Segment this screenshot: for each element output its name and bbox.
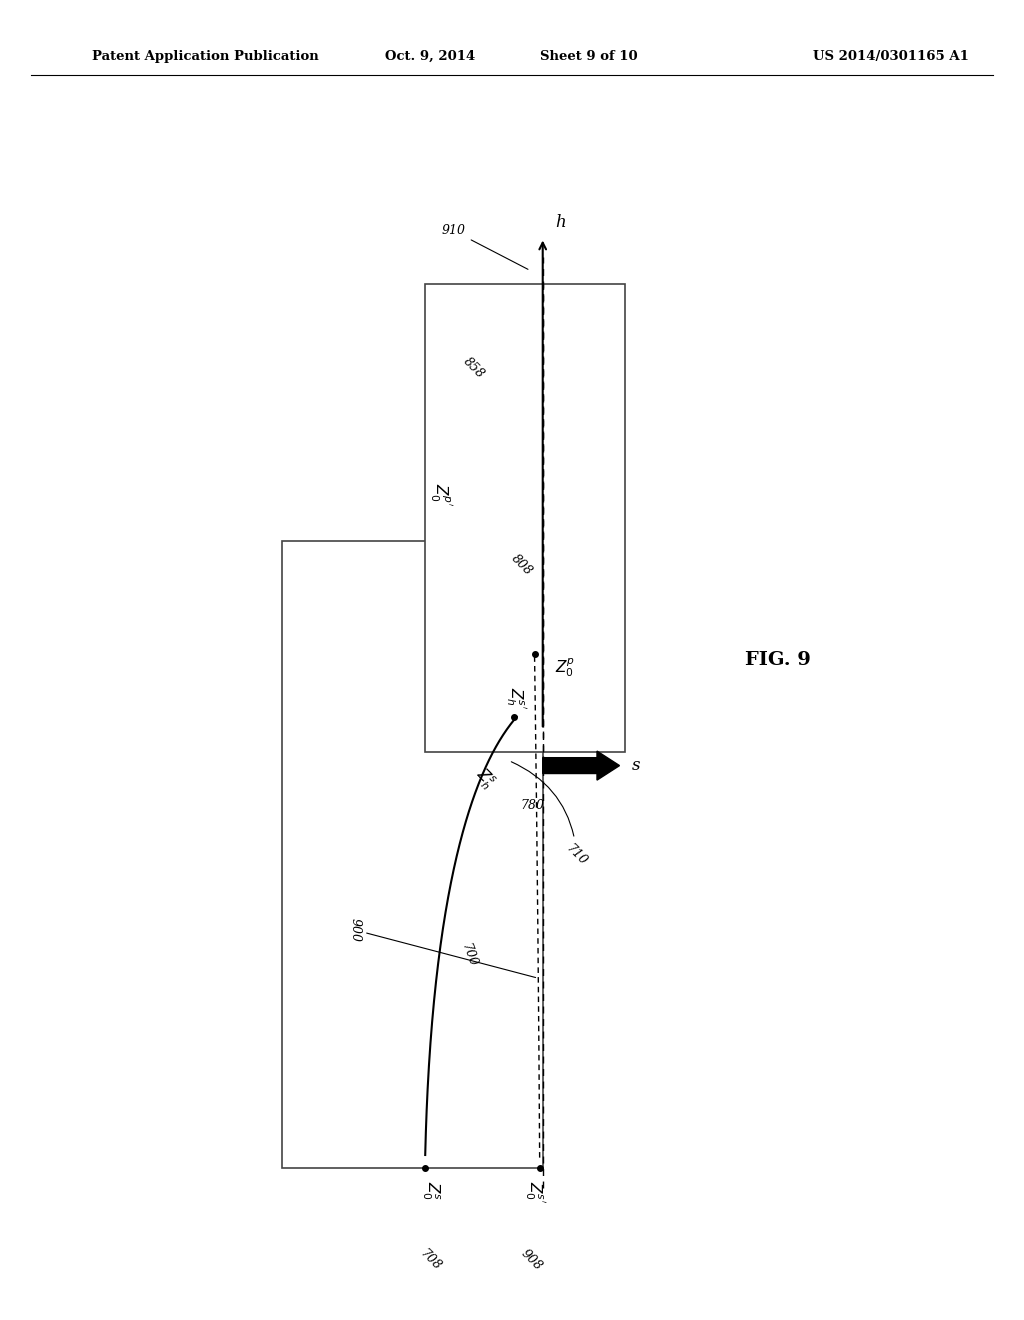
FancyArrow shape: [543, 751, 620, 780]
Text: $Z^{s'}_h$: $Z^{s'}_h$: [504, 686, 527, 709]
Text: s: s: [632, 758, 640, 774]
Text: 808: 808: [509, 552, 535, 578]
Text: $Z^{s'}_0$: $Z^{s'}_0$: [522, 1181, 547, 1204]
Bar: [282, 541, 543, 1168]
Text: $Z^p_0$: $Z^p_0$: [555, 656, 574, 680]
Text: Sheet 9 of 10: Sheet 9 of 10: [540, 50, 638, 63]
Text: US 2014/0301165 A1: US 2014/0301165 A1: [813, 50, 969, 63]
Text: $Z^s_h$: $Z^s_h$: [470, 766, 498, 793]
Text: 708: 708: [417, 1247, 443, 1274]
Bar: [425, 284, 625, 752]
Text: Patent Application Publication: Patent Application Publication: [92, 50, 318, 63]
Text: 908: 908: [518, 1247, 545, 1274]
Text: 910: 910: [442, 224, 528, 269]
Text: 710: 710: [511, 762, 590, 867]
Text: 858: 858: [461, 355, 487, 381]
Text: FIG. 9: FIG. 9: [745, 651, 811, 669]
Text: h: h: [555, 214, 565, 231]
Text: 900: 900: [348, 917, 536, 978]
Text: Oct. 9, 2014: Oct. 9, 2014: [385, 50, 475, 63]
Text: $Z^{p'}_0$: $Z^{p'}_0$: [428, 483, 454, 507]
Text: 700: 700: [459, 941, 479, 969]
Text: $Z^s_0$: $Z^s_0$: [420, 1181, 441, 1201]
Text: 780: 780: [520, 799, 545, 812]
